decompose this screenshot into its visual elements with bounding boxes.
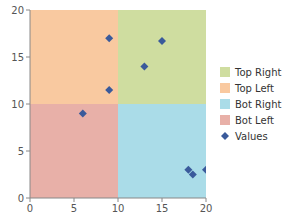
legend-label: Bot Right (235, 99, 281, 110)
y-tick (26, 10, 30, 11)
point (158, 37, 166, 45)
x-tick-label: 5 (71, 203, 77, 214)
legend-swatch (220, 99, 230, 109)
y-tick-label: 0 (18, 193, 24, 204)
y-tick (26, 57, 30, 58)
point (140, 62, 148, 70)
y-tick-label: 10 (11, 99, 24, 110)
legend-label: Values (235, 131, 268, 142)
legend: Top Right Top Left Bot Right Bot Left Values (220, 67, 281, 142)
point (189, 171, 197, 179)
y-tick (26, 198, 30, 199)
legend-swatch (220, 115, 230, 125)
legend-swatch (220, 83, 230, 93)
legend-label: Bot Left (235, 115, 274, 126)
point (105, 34, 113, 42)
x-tick (30, 198, 31, 202)
legend-label: Top Right (234, 67, 281, 78)
legend-label: Top Left (234, 83, 274, 94)
x-tick (206, 198, 207, 202)
legend-swatch (220, 67, 230, 77)
y-tick (26, 104, 30, 105)
x-tick-label: 15 (156, 203, 169, 214)
chart: 0 5 10 15 20 0 5 10 15 20 Top Right Top Left Bot Rig… (0, 0, 306, 222)
x-tick (74, 198, 75, 202)
quadrant (118, 10, 206, 104)
point (202, 166, 206, 174)
x-tick-label: 10 (112, 203, 125, 214)
x-tick-label: 20 (200, 203, 213, 214)
point (79, 109, 87, 117)
y-tick-label: 15 (11, 52, 24, 63)
plot-area (30, 10, 206, 198)
y-tick-label: 5 (18, 146, 24, 157)
quadrant (30, 10, 118, 104)
x-tick (118, 198, 119, 202)
quadrant (118, 104, 206, 198)
y-tick-label: 20 (11, 5, 24, 16)
legend-marker (221, 132, 229, 140)
point (105, 86, 113, 94)
quadrant (30, 104, 118, 198)
y-tick (26, 151, 30, 152)
x-tick (162, 198, 163, 202)
x-tick-label: 0 (27, 203, 33, 214)
